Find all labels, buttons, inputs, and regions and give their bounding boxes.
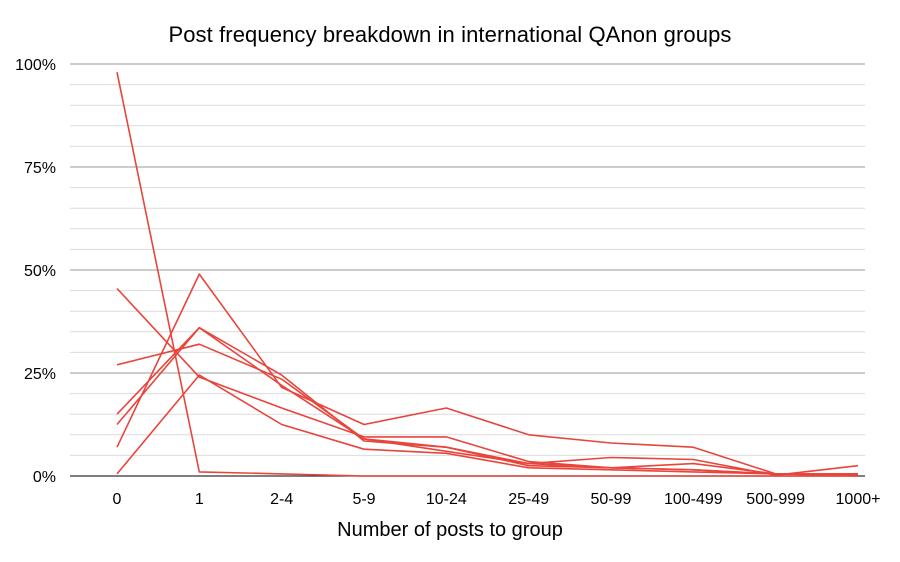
y-tick-label: 0% (33, 469, 56, 486)
x-tick-label: 5-9 (352, 491, 375, 508)
x-tick-label: 500-999 (746, 491, 805, 508)
series-line-3 (116, 343, 859, 476)
x-tick-label: 0 (113, 491, 122, 508)
minor-gridlines (70, 84, 865, 456)
x-axis-tick-labels: 0 1 2-4 5-9 10-24 25-49 50-99 100-499 500-999 100… (113, 491, 881, 508)
x-axis-label: Number of posts to group (337, 519, 563, 541)
x-tick-label: 2-4 (270, 491, 293, 508)
x-tick-label: 100-499 (664, 491, 723, 508)
series-line-4 (116, 326, 859, 477)
series-line-2 (116, 287, 859, 477)
series-lines (116, 72, 859, 477)
x-tick-label: 50-99 (591, 491, 632, 508)
x-tick-label: 25-49 (508, 491, 549, 508)
y-tick-label: 50% (24, 263, 56, 280)
x-tick-label: 10-24 (426, 491, 467, 508)
y-tick-label: 100% (15, 57, 56, 74)
chart-title: Post frequency breakdown in internationa… (168, 22, 732, 47)
y-tick-label: 75% (24, 160, 56, 177)
series-line-1 (116, 72, 858, 477)
series-line-6 (116, 273, 858, 475)
y-axis-tick-labels: 100% 75% 50% 25% 0% (15, 57, 56, 486)
x-tick-label: 1000+ (836, 491, 881, 508)
series-line-7 (116, 374, 858, 475)
series-line-5 (116, 326, 858, 475)
y-tick-label: 25% (24, 366, 56, 383)
x-tick-label: 1 (195, 491, 204, 508)
